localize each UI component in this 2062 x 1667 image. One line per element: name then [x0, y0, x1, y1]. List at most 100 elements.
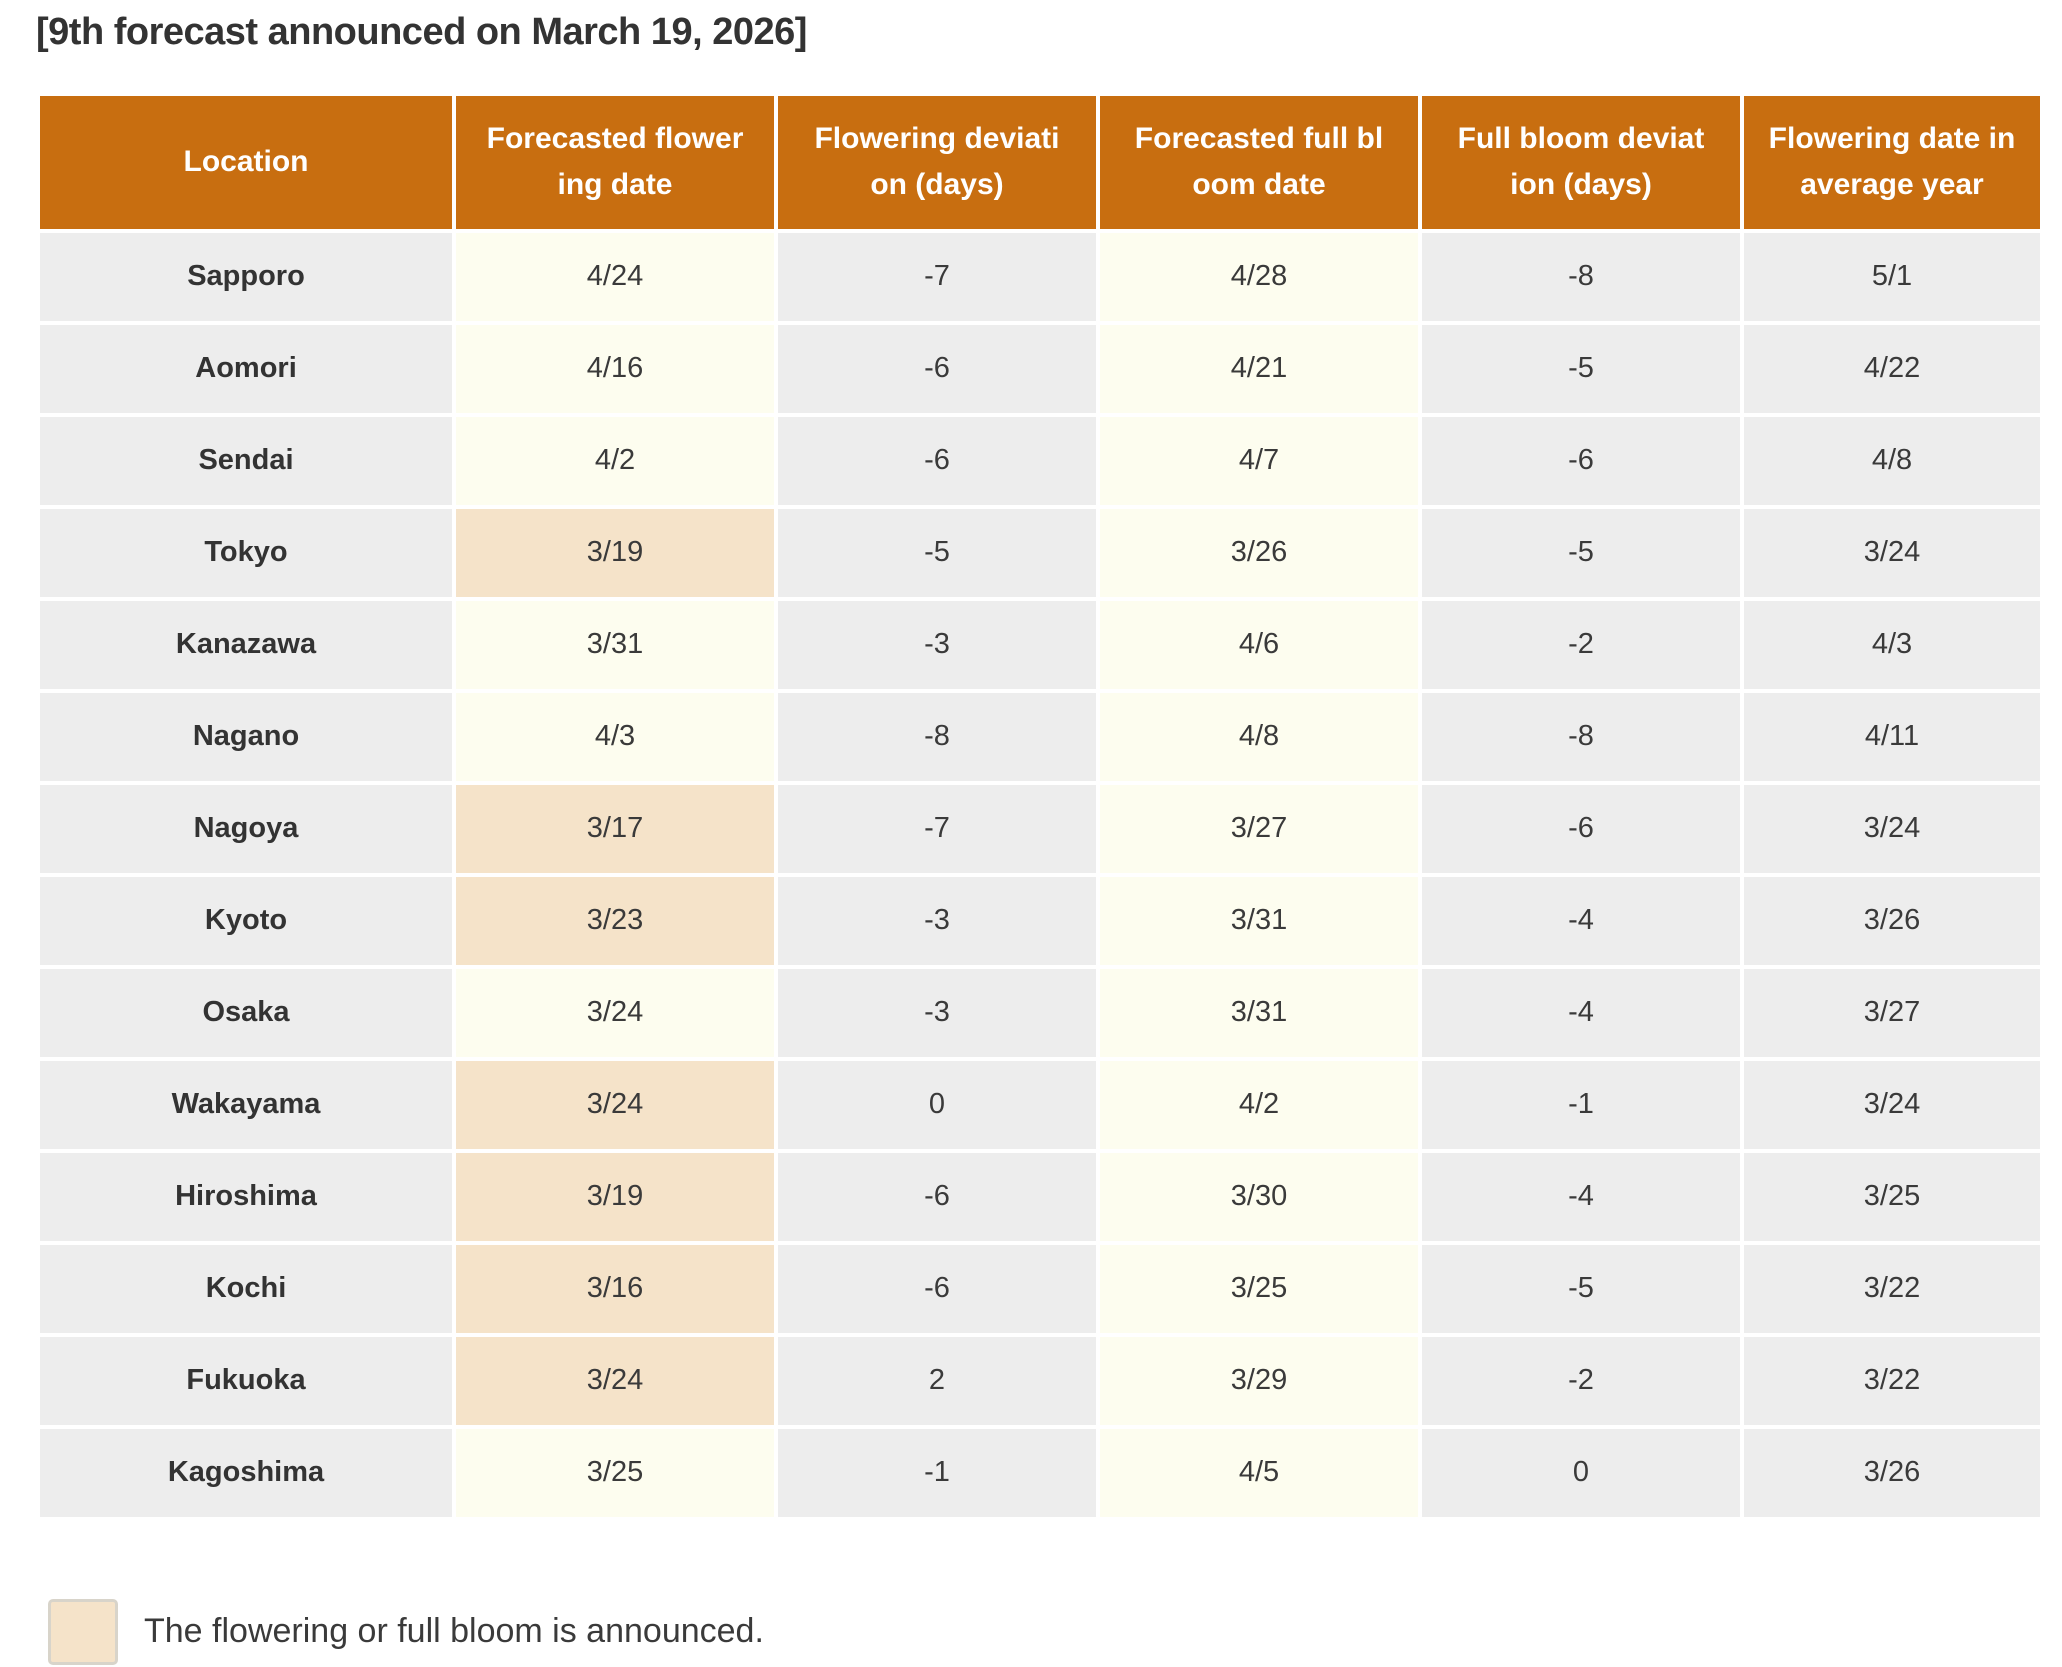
- full-bloom-deviation-cell: -5: [1422, 324, 1740, 413]
- table-row: Wakayama 3/24 0 4/2 -1 3/24: [40, 1060, 2040, 1149]
- location-cell: Nagoya: [40, 784, 452, 873]
- flowering-deviation-cell: -6: [778, 416, 1096, 505]
- full-bloom-deviation-cell: -2: [1422, 600, 1740, 689]
- forecasted-full-bloom-date-cell: 4/2: [1100, 1060, 1418, 1149]
- location-cell: Osaka: [40, 968, 452, 1057]
- average-year-cell: 4/8: [1744, 416, 2040, 505]
- forecasted-flowering-date-cell: 4/24: [456, 232, 774, 321]
- flowering-deviation-cell: 0: [778, 1060, 1096, 1149]
- forecasted-full-bloom-date-cell: 3/31: [1100, 968, 1418, 1057]
- forecasted-flowering-date-cell: 3/17: [456, 784, 774, 873]
- flowering-deviation-cell: -5: [778, 508, 1096, 597]
- flowering-deviation-cell: -1: [778, 1428, 1096, 1517]
- location-cell: Kyoto: [40, 876, 452, 965]
- table-header: Location Forecasted flower ing date Flow…: [40, 95, 2040, 229]
- forecasted-full-bloom-date-cell: 3/30: [1100, 1152, 1418, 1241]
- forecasted-full-bloom-date-cell: 4/8: [1100, 692, 1418, 781]
- full-bloom-deviation-cell: -5: [1422, 1244, 1740, 1333]
- forecasted-full-bloom-date-cell: 4/28: [1100, 232, 1418, 321]
- average-year-cell: 4/11: [1744, 692, 2040, 781]
- flowering-deviation-cell: 2: [778, 1336, 1096, 1425]
- average-year-cell: 3/25: [1744, 1152, 2040, 1241]
- header-flowering-average-year: Flowering date in average year: [1744, 95, 2040, 229]
- location-cell: Hiroshima: [40, 1152, 452, 1241]
- forecasted-flowering-date-cell: 3/19: [456, 508, 774, 597]
- location-cell: Kochi: [40, 1244, 452, 1333]
- location-cell: Kanazawa: [40, 600, 452, 689]
- location-cell: Sendai: [40, 416, 452, 505]
- header-forecasted-flowering-date: Forecasted flower ing date: [456, 95, 774, 229]
- table-row: Kochi 3/16 -6 3/25 -5 3/22: [40, 1244, 2040, 1333]
- table-row: Sapporo 4/24 -7 4/28 -8 5/1: [40, 232, 2040, 321]
- forecasted-flowering-date-cell: 3/25: [456, 1428, 774, 1517]
- flowering-deviation-cell: -6: [778, 1244, 1096, 1333]
- average-year-cell: 3/26: [1744, 1428, 2040, 1517]
- flowering-deviation-cell: -3: [778, 600, 1096, 689]
- full-bloom-deviation-cell: -2: [1422, 1336, 1740, 1425]
- forecasted-flowering-date-cell: 4/3: [456, 692, 774, 781]
- flowering-deviation-cell: -3: [778, 876, 1096, 965]
- forecasted-flowering-date-cell: 3/24: [456, 1336, 774, 1425]
- full-bloom-deviation-cell: -4: [1422, 1152, 1740, 1241]
- forecasted-full-bloom-date-cell: 4/6: [1100, 600, 1418, 689]
- average-year-cell: 3/26: [1744, 876, 2040, 965]
- table-body: Sapporo 4/24 -7 4/28 -8 5/1 Aomori 4/16 -6 4/21 -5…: [40, 232, 2040, 1517]
- forecasted-flowering-date-cell: 4/16: [456, 324, 774, 413]
- forecasted-full-bloom-date-cell: 3/25: [1100, 1244, 1418, 1333]
- forecasted-full-bloom-date-cell: 4/21: [1100, 324, 1418, 413]
- forecasted-full-bloom-date-cell: 3/31: [1100, 876, 1418, 965]
- location-cell: Nagano: [40, 692, 452, 781]
- page-title: [9th forecast announced on March 19, 202…: [36, 11, 807, 53]
- average-year-cell: 4/3: [1744, 600, 2040, 689]
- flowering-deviation-cell: -8: [778, 692, 1096, 781]
- forecast-table: Location Forecasted flower ing date Flow…: [36, 92, 2044, 1521]
- table-row: Fukuoka 3/24 2 3/29 -2 3/22: [40, 1336, 2040, 1425]
- table-row: Osaka 3/24 -3 3/31 -4 3/27: [40, 968, 2040, 1057]
- average-year-cell: 3/27: [1744, 968, 2040, 1057]
- location-cell: Kagoshima: [40, 1428, 452, 1517]
- flowering-deviation-cell: -7: [778, 784, 1096, 873]
- flowering-deviation-cell: -6: [778, 324, 1096, 413]
- forecasted-full-bloom-date-cell: 3/29: [1100, 1336, 1418, 1425]
- forecasted-flowering-date-cell: 3/19: [456, 1152, 774, 1241]
- location-cell: Sapporo: [40, 232, 452, 321]
- location-cell: Tokyo: [40, 508, 452, 597]
- full-bloom-deviation-cell: -8: [1422, 692, 1740, 781]
- forecasted-flowering-date-cell: 3/23: [456, 876, 774, 965]
- forecasted-flowering-date-cell: 3/24: [456, 1060, 774, 1149]
- header-row: Location Forecasted flower ing date Flow…: [40, 95, 2040, 229]
- forecasted-flowering-date-cell: 3/24: [456, 968, 774, 1057]
- announced-color-swatch: [48, 1598, 118, 1665]
- average-year-cell: 4/22: [1744, 324, 2040, 413]
- full-bloom-deviation-cell: -4: [1422, 876, 1740, 965]
- forecasted-flowering-date-cell: 3/31: [456, 600, 774, 689]
- legend: The flowering or full bloom is announced…: [48, 1598, 2034, 1665]
- full-bloom-deviation-cell: -1: [1422, 1060, 1740, 1149]
- forecasted-flowering-date-cell: 3/16: [456, 1244, 774, 1333]
- full-bloom-deviation-cell: -4: [1422, 968, 1740, 1057]
- average-year-cell: 3/24: [1744, 1060, 2040, 1149]
- location-cell: Fukuoka: [40, 1336, 452, 1425]
- forecasted-full-bloom-date-cell: 3/26: [1100, 508, 1418, 597]
- table-row: Sendai 4/2 -6 4/7 -6 4/8: [40, 416, 2040, 505]
- table-row: Nagoya 3/17 -7 3/27 -6 3/24: [40, 784, 2040, 873]
- table-row: Aomori 4/16 -6 4/21 -5 4/22: [40, 324, 2040, 413]
- full-bloom-deviation-cell: -8: [1422, 232, 1740, 321]
- location-cell: Aomori: [40, 324, 452, 413]
- average-year-cell: 3/22: [1744, 1336, 2040, 1425]
- forecasted-full-bloom-date-cell: 4/7: [1100, 416, 1418, 505]
- average-year-cell: 5/1: [1744, 232, 2040, 321]
- average-year-cell: 3/24: [1744, 508, 2040, 597]
- forecasted-full-bloom-date-cell: 3/27: [1100, 784, 1418, 873]
- header-forecasted-full-bloom-date: Forecasted full bl oom date: [1100, 95, 1418, 229]
- full-bloom-deviation-cell: -5: [1422, 508, 1740, 597]
- table-row: Kagoshima 3/25 -1 4/5 0 3/26: [40, 1428, 2040, 1517]
- legend-label: The flowering or full bloom is announced…: [144, 1612, 764, 1651]
- table-row: Kyoto 3/23 -3 3/31 -4 3/26: [40, 876, 2040, 965]
- forecasted-flowering-date-cell: 4/2: [456, 416, 774, 505]
- location-cell: Wakayama: [40, 1060, 452, 1149]
- table-row: Tokyo 3/19 -5 3/26 -5 3/24: [40, 508, 2040, 597]
- table-row: Nagano 4/3 -8 4/8 -8 4/11: [40, 692, 2040, 781]
- table-row: Hiroshima 3/19 -6 3/30 -4 3/25: [40, 1152, 2040, 1241]
